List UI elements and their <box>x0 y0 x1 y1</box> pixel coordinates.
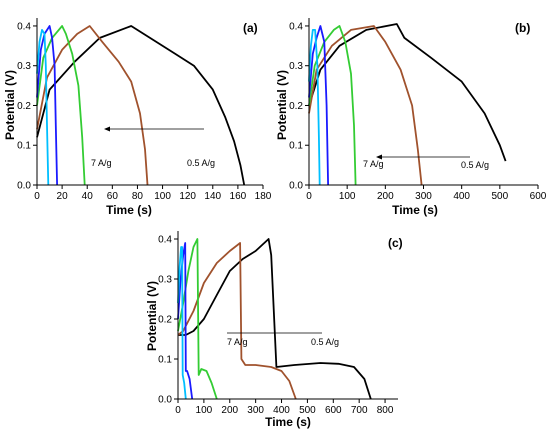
panel-a-series-3 <box>36 25 58 186</box>
panel-c-x-tick-label: 400 <box>273 405 290 416</box>
panel-b-x-tick-label: 600 <box>530 191 547 202</box>
panel-c-y-tick-label: 0.0 <box>158 395 172 406</box>
panel-a-x-tick-label: 40 <box>82 191 94 202</box>
panel-a-x-tick-label: 80 <box>132 191 144 202</box>
panel-c-series-4 <box>177 246 187 400</box>
panel-b-annot-right: 0.5 A/g <box>461 160 489 170</box>
panel-b-y-tick-label: 0.2 <box>289 101 303 112</box>
panel-a-label: (a) <box>243 21 258 35</box>
panel-a-x-tick-label: 180 <box>255 191 272 202</box>
panel-c-series-2 <box>177 238 218 400</box>
panel-a-y-tick-label: 0.0 <box>17 181 31 192</box>
panel-a-series-2 <box>36 25 86 186</box>
panel-a-axes: 0 20 40 60 80 100 120 140 160 180 0.0 0.1 0.2 0.3 0.4 <box>17 18 272 202</box>
panel-b-y-tick-label: 0.0 <box>289 181 303 192</box>
panel-b-ylabel: Potential (V) <box>275 70 289 140</box>
panel-c-x-tick-label: 0 <box>175 405 181 416</box>
panel-b-x-tick-label: 0 <box>306 191 312 202</box>
panel-a-series-4 <box>36 29 50 186</box>
panel-b-x-tick-label: 100 <box>339 191 356 202</box>
panel-c-label: (c) <box>388 236 403 250</box>
panel-a-y-tick-label: 0.4 <box>17 21 31 32</box>
panel-a-arrowhead <box>104 126 110 132</box>
panel-c-series-0 <box>178 238 372 400</box>
panel-a-series-1 <box>36 25 149 186</box>
panel-c-y-tick-label: 0.2 <box>158 315 172 326</box>
panel-c-axes: 0 100 200 300 400 500 600 700 800 0.0 0.1 0.2 0.3 0.4 <box>158 231 398 416</box>
panel-b-series-2 <box>308 25 357 186</box>
panel-c-x-tick-label: 800 <box>377 405 394 416</box>
panel-b-axes: 0 100 200 300 400 500 600 0.0 0.1 0.2 0.3 0.4 <box>289 18 547 202</box>
panel-b-y-tick-label: 0.4 <box>289 21 303 32</box>
panel-c-series-3 <box>177 242 194 400</box>
panel-c-xlabel: Time (s) <box>265 415 311 429</box>
panel-c-x-tick-label: 200 <box>221 405 238 416</box>
panel-c-x-tick-label: 700 <box>351 405 368 416</box>
panel-c-y-tick-label: 0.1 <box>158 355 172 366</box>
panel-a-y-tick-label: 0.1 <box>17 141 31 152</box>
panel-b-label: (b) <box>515 21 530 35</box>
panel-b-series-4 <box>308 29 321 186</box>
panel-c-y-tick-label: 0.3 <box>158 275 172 286</box>
panel-a-x-tick-label: 120 <box>179 191 196 202</box>
panel-c-x-tick-label: 300 <box>247 405 264 416</box>
panel-b-xlabel: Time (s) <box>392 203 438 217</box>
panel-c-y-tick-label: 0.4 <box>158 235 172 246</box>
panel-a-x-tick-label: 20 <box>57 191 69 202</box>
panel-c-x-tick-label: 600 <box>325 405 342 416</box>
panel-b-x-tick-label: 400 <box>453 191 470 202</box>
panel-c-x-tick-label: 500 <box>299 405 316 416</box>
panel-b-y-tick-label: 0.3 <box>289 61 303 72</box>
panel-b-series-3 <box>308 25 329 186</box>
panel-b: 0 100 200 300 400 500 600 0.0 0.1 0.2 0.3 0.4 (b) T… <box>275 18 547 217</box>
panel-a-y-tick-label: 0.3 <box>17 61 31 72</box>
panel-a: 0 20 40 60 80 100 120 140 160 1800.00.10.20.30.4 … <box>3 18 272 217</box>
panel-c: 0 100 200 300 400 500 600 700 800 0.0 0.1 0.2 0.3 0.4… <box>145 231 403 429</box>
panel-b-curves <box>308 23 507 186</box>
panel-a-x-tick-label: 0 <box>34 191 40 202</box>
panel-a-x-tick-label: 100 <box>154 191 171 202</box>
panel-c-series-1 <box>177 242 297 400</box>
panel-c-x-tick-label: 100 <box>196 405 213 416</box>
panel-b-x-tick-label: 300 <box>415 191 432 202</box>
panel-c-annot-right: 0.5 A/g <box>311 337 339 347</box>
panel-c-curves <box>177 238 372 400</box>
panel-a-annot-left: 7 A/g <box>91 158 112 168</box>
panel-a-annot-right: 0.5 A/g <box>187 158 215 168</box>
panel-a-x-tick-label: 140 <box>204 191 221 202</box>
panel-c-annot-left: 7 A/g <box>227 337 248 347</box>
panel-b-x-tick-label: 500 <box>491 191 508 202</box>
panel-b-arrowhead <box>376 154 382 160</box>
panel-a-x-tick-label: 160 <box>230 191 247 202</box>
panel-a-curves <box>36 25 246 186</box>
panel-b-x-tick-label: 200 <box>377 191 394 202</box>
panel-a-x-tick-label: 60 <box>107 191 119 202</box>
panel-a-y-tick-label: 0.2 <box>17 101 31 112</box>
panel-c-ylabel: Potential (V) <box>145 281 159 351</box>
panel-a-series-0 <box>36 25 246 186</box>
panel-b-y-tick-label: 0.1 <box>289 141 303 152</box>
panel-a-xlabel: Time (s) <box>106 203 152 217</box>
panel-b-annot-left: 7 A/g <box>363 159 384 169</box>
panel-b-series-0 <box>308 23 507 162</box>
panel-a-ylabel: Potential (V) <box>3 70 17 140</box>
